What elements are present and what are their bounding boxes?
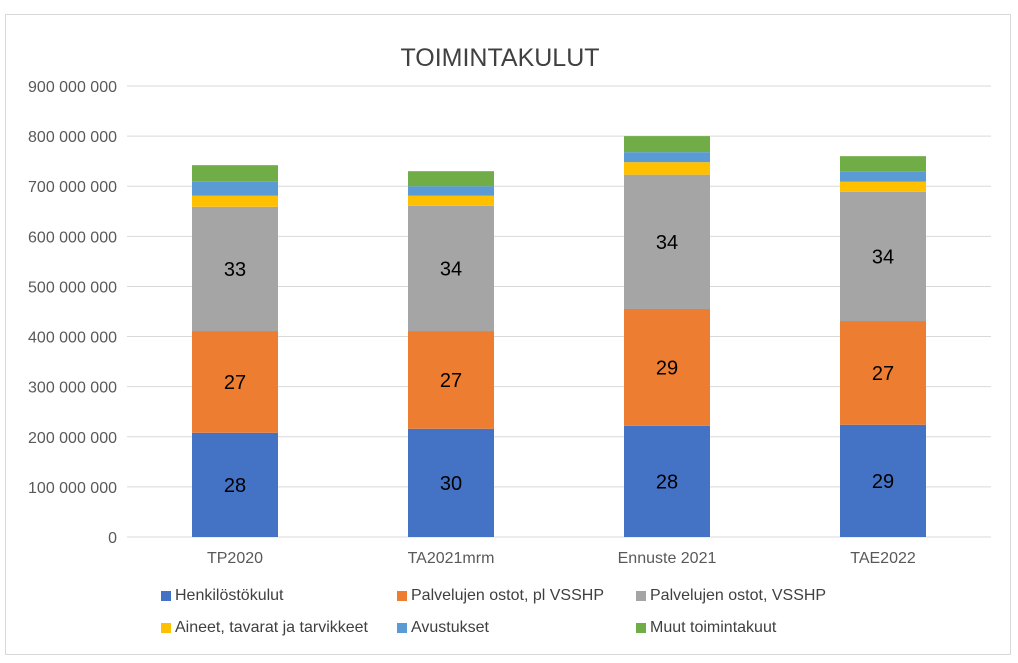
data-label: 28	[224, 475, 246, 497]
legend-item: Palvelujen ostot, pl VSSHP	[397, 587, 604, 605]
bar-segment	[192, 206, 278, 332]
y-tick-label: 500 000 000	[28, 279, 117, 296]
bar-segment	[624, 162, 710, 175]
data-label: 29	[872, 471, 894, 493]
legend-swatch	[161, 591, 171, 601]
data-labels: 28 27 33 30 27 34 28 29 34 29 27 34	[224, 232, 894, 497]
bar-segment	[408, 171, 494, 187]
y-tick-label: 400 000 000	[28, 330, 117, 347]
data-label: 34	[656, 232, 678, 254]
legend-item: Henkilöstökulut	[161, 587, 284, 605]
y-tick-label: 0	[108, 530, 117, 547]
x-axis-tick-labels: TP2020 TA2021mrm Ennuste 2021 TAE2022	[207, 550, 916, 567]
bar-segment	[408, 331, 494, 429]
legend-item: Avustukset	[397, 619, 489, 637]
y-tick-label: 100 000 000	[28, 480, 117, 497]
data-label: 28	[656, 471, 678, 493]
data-label: 27	[440, 370, 462, 392]
bar-segment	[192, 331, 278, 433]
data-label: 33	[224, 259, 246, 281]
legend-swatch	[161, 623, 171, 633]
bar-segment	[192, 195, 278, 207]
y-tick-label: 800 000 000	[28, 129, 117, 146]
bar-segment	[408, 186, 494, 196]
bar-segment	[408, 428, 494, 537]
bar-segment	[840, 321, 926, 425]
y-tick-label: 200 000 000	[28, 430, 117, 447]
data-label: 27	[224, 372, 246, 394]
data-label: 27	[872, 363, 894, 385]
legend-swatch	[636, 623, 646, 633]
x-tick-label: TAE2022	[850, 550, 916, 567]
bar-segment	[624, 152, 710, 163]
chart-title: TOIMINTAKULUT	[400, 44, 599, 72]
y-tick-label: 600 000 000	[28, 229, 117, 246]
bar-segment	[624, 425, 710, 537]
legend-item: Palvelujen ostot, VSSHP	[636, 587, 826, 605]
legend-label: Palvelujen ostot, pl VSSHP	[411, 587, 604, 604]
x-tick-label: TA2021mrm	[408, 550, 495, 567]
legend-swatch	[397, 591, 407, 601]
bar-segment	[408, 205, 494, 332]
bar-segment	[192, 181, 278, 196]
y-axis-tick-labels: 0 100 000 000 200 000 000 300 000 000 400 00…	[28, 79, 117, 547]
bars	[192, 136, 926, 537]
bar-segment	[192, 432, 278, 537]
legend-label: Avustukset	[411, 619, 489, 636]
bar-segment	[624, 174, 710, 309]
data-label: 30	[440, 473, 462, 495]
legend-swatch	[636, 591, 646, 601]
x-tick-label: Ennuste 2021	[618, 550, 717, 567]
bar-segment	[408, 195, 494, 206]
y-tick-label: 900 000 000	[28, 79, 117, 96]
bar-segment	[192, 165, 278, 182]
y-tick-label: 300 000 000	[28, 380, 117, 397]
legend-label: Muut toimintakuut	[650, 619, 777, 636]
legend-item: Aineet, tavarat ja tarvikkeet	[161, 619, 368, 637]
bar-segment	[840, 424, 926, 537]
legend-label: Henkilöstökulut	[175, 587, 284, 604]
legend-label: Palvelujen ostot, VSSHP	[650, 587, 827, 604]
y-tick-label: 700 000 000	[28, 179, 117, 196]
legend-item: Muut toimintakuut	[636, 619, 776, 637]
data-label: 34	[872, 246, 894, 268]
bar-segment	[840, 191, 926, 322]
bar-segment	[840, 181, 926, 192]
bar-segment	[840, 156, 926, 172]
data-label: 34	[440, 258, 462, 280]
bar-segment	[624, 308, 710, 426]
data-label: 29	[656, 357, 678, 379]
bar-segment	[840, 171, 926, 182]
legend-label: Aineet, tavarat ja tarvikkeet	[175, 619, 368, 636]
x-tick-label: TP2020	[207, 550, 263, 567]
legend-swatch	[397, 623, 407, 633]
bar-segment	[624, 136, 710, 153]
